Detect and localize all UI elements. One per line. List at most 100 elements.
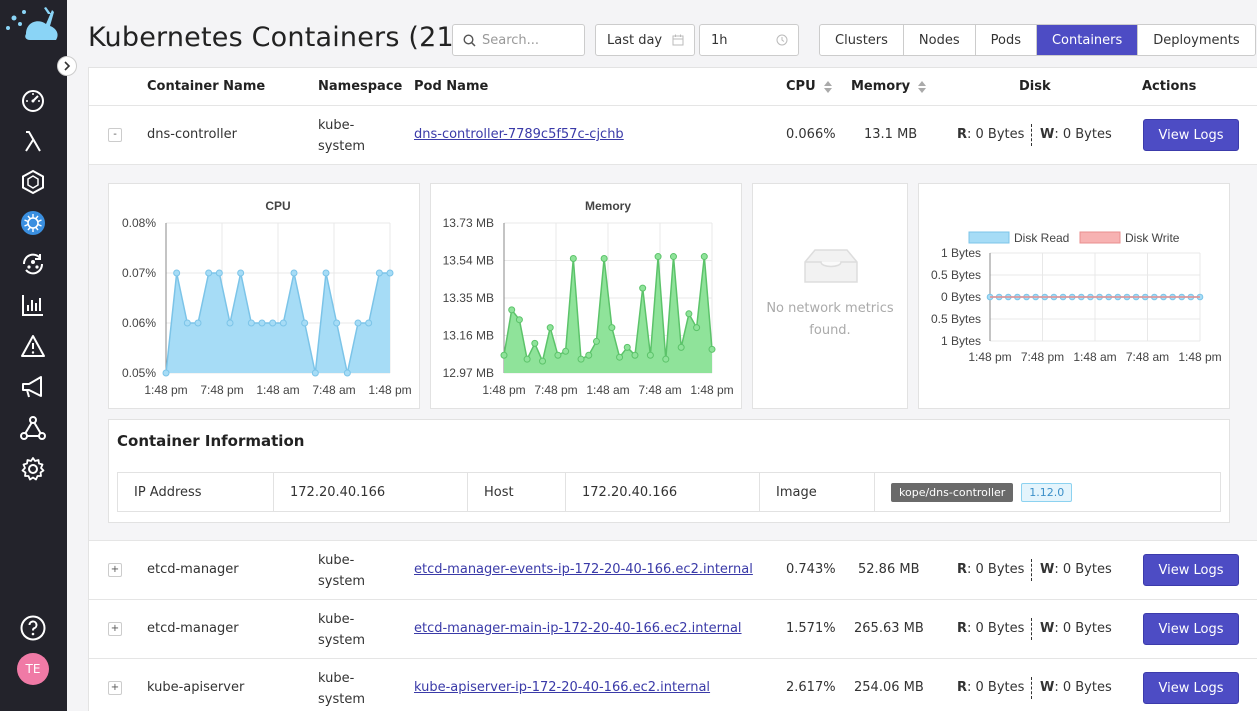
time-range-select[interactable]: Last day bbox=[595, 24, 695, 56]
pod-link[interactable]: etcd-manager-events-ip-172-20-40-166.ec2… bbox=[414, 562, 753, 577]
data-point bbox=[700, 253, 708, 261]
pod-link[interactable]: kube-apiserver-ip-172-20-40-166.ec2.inte… bbox=[414, 680, 711, 695]
data-point bbox=[592, 337, 600, 345]
nav-containers[interactable] bbox=[18, 167, 48, 197]
container-info-table: IP Address 172.20.40.166 Host 172.20.40.… bbox=[117, 472, 1221, 512]
interval-value: 1h bbox=[711, 32, 728, 48]
empty-inbox-icon bbox=[804, 249, 858, 283]
memory-chart-svg: Memory 13.73 MB 13.54 MB 13.35 MB 13.16 MB 12… bbox=[443, 199, 734, 397]
data-point bbox=[508, 306, 516, 314]
col-namespace: Namespace bbox=[318, 79, 403, 94]
container-name: etcd-manager bbox=[147, 562, 239, 577]
containers-table: Container Name Namespace Pod Name CPU Me… bbox=[88, 67, 1257, 711]
host-label: Host bbox=[468, 473, 566, 511]
data-point bbox=[531, 339, 539, 347]
namespace-part: system bbox=[318, 139, 365, 154]
y-tick-label: 0 Bytes bbox=[941, 290, 981, 304]
data-point bbox=[194, 319, 202, 327]
nav-sync[interactable] bbox=[18, 249, 48, 279]
view-logs-button[interactable]: View Logs bbox=[1143, 119, 1239, 151]
nav-alerts[interactable] bbox=[18, 331, 48, 361]
data-point bbox=[183, 319, 191, 327]
collapse-row-button[interactable]: - bbox=[108, 128, 122, 142]
nav-integrations[interactable] bbox=[18, 413, 48, 443]
pod-link[interactable]: dns-controller-7789c5f57c-cjchb bbox=[414, 127, 624, 142]
memory-chart: Memory 13.73 MB 13.54 MB 13.35 MB 13.16 MB 12… bbox=[430, 183, 742, 409]
nav-metrics[interactable] bbox=[18, 290, 48, 320]
x-tick-label: 1:48 pm bbox=[144, 383, 187, 397]
view-logs-button[interactable]: View Logs bbox=[1143, 672, 1239, 704]
col-memory[interactable]: Memory bbox=[851, 79, 927, 94]
cpu-value: 1.571% bbox=[786, 621, 836, 636]
time-range-value: Last day bbox=[607, 32, 663, 48]
data-point bbox=[205, 269, 213, 277]
sort-icon[interactable] bbox=[823, 80, 832, 93]
legend-label-read: Disk Read bbox=[1014, 231, 1069, 245]
help-icon bbox=[20, 615, 46, 641]
bar-chart-icon bbox=[22, 295, 43, 316]
nav-help[interactable] bbox=[18, 613, 48, 643]
x-tick-label: 7:48 pm bbox=[534, 383, 577, 397]
data-point bbox=[375, 269, 383, 277]
legend-label-write: Disk Write bbox=[1125, 231, 1180, 245]
app-logo[interactable] bbox=[4, 4, 60, 44]
disk-read-label: R bbox=[957, 127, 968, 142]
data-point bbox=[322, 269, 330, 277]
disk-read: R: 0 Bytes bbox=[957, 562, 1024, 577]
gauge-icon bbox=[22, 90, 44, 112]
y-tick-label: 0.5 Bytes bbox=[931, 268, 981, 282]
view-logs-button[interactable]: View Logs bbox=[1143, 613, 1239, 645]
cpu-value: 2.617% bbox=[786, 680, 836, 695]
nav-lambda[interactable] bbox=[18, 126, 48, 156]
y-tick-label: 13.73 MB bbox=[443, 216, 494, 230]
nav-kubernetes[interactable] bbox=[18, 208, 48, 238]
view-logs-button[interactable]: View Logs bbox=[1143, 554, 1239, 586]
sort-icon[interactable] bbox=[918, 80, 927, 93]
col-actions: Actions bbox=[1142, 79, 1197, 94]
tab-deployments[interactable]: Deployments bbox=[1153, 32, 1240, 48]
container-name: dns-controller bbox=[147, 127, 237, 142]
namespace: kube-system bbox=[318, 668, 365, 710]
sidebar: TE bbox=[0, 0, 77, 711]
sidebar-collapse-button[interactable] bbox=[57, 56, 77, 76]
search-box[interactable] bbox=[452, 24, 585, 56]
data-point bbox=[162, 369, 170, 377]
pod-link[interactable]: etcd-manager-main-ip-172-20-40-166.ec2.i… bbox=[414, 621, 742, 636]
image-tag-badge: 1.12.0 bbox=[1021, 482, 1073, 502]
clock-icon bbox=[776, 34, 788, 46]
col-cpu[interactable]: CPU bbox=[786, 79, 832, 94]
data-point bbox=[646, 351, 654, 359]
image-value: kope/dns-controller 1.12.0 bbox=[875, 473, 1220, 511]
avatar[interactable]: TE bbox=[17, 653, 49, 685]
disk-write-value: : 0 Bytes bbox=[1054, 680, 1112, 695]
nav-announcements[interactable] bbox=[18, 372, 48, 402]
tab-nodes[interactable]: Nodes bbox=[904, 25, 976, 55]
y-tick-label: 0.08% bbox=[122, 216, 156, 230]
expand-row-button[interactable]: + bbox=[108, 622, 122, 636]
refresh-network-icon bbox=[22, 253, 44, 275]
interval-select[interactable]: 1h bbox=[699, 24, 799, 56]
disk-write-value: : 0 Bytes bbox=[1054, 621, 1112, 636]
disk-read-value: : 0 Bytes bbox=[967, 127, 1025, 142]
disk-read: R: 0 Bytes bbox=[957, 621, 1024, 636]
data-point bbox=[173, 269, 181, 277]
tab-containers[interactable]: Containers bbox=[1036, 25, 1139, 55]
memory-value: 13.1 MB bbox=[864, 127, 918, 142]
tab-clusters[interactable]: Clusters bbox=[820, 25, 904, 55]
data-point bbox=[677, 343, 685, 351]
search-input[interactable] bbox=[482, 32, 577, 48]
hexagon-icon bbox=[22, 169, 44, 195]
chart-title: Memory bbox=[585, 199, 631, 213]
disk-divider bbox=[1031, 618, 1032, 640]
container-name: etcd-manager bbox=[147, 621, 239, 636]
y-tick-label: 0.05% bbox=[122, 366, 156, 380]
nav-settings[interactable] bbox=[18, 454, 48, 484]
expand-row-button[interactable]: + bbox=[108, 681, 122, 695]
data-point bbox=[290, 269, 298, 277]
data-point bbox=[258, 319, 266, 327]
legend-swatch-read bbox=[968, 231, 1010, 244]
tab-pods[interactable]: Pods bbox=[976, 25, 1037, 55]
memory-value: 265.63 MB bbox=[854, 621, 924, 636]
nav-dashboard[interactable] bbox=[18, 85, 48, 115]
expand-row-button[interactable]: + bbox=[108, 563, 122, 577]
